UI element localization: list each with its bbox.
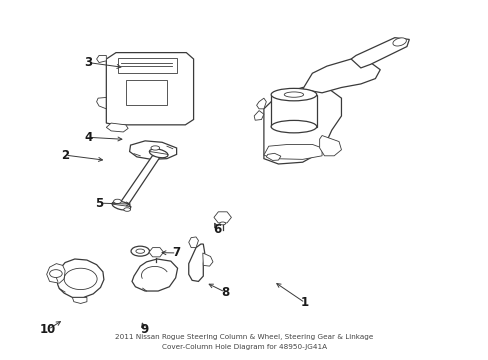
Bar [125,80,166,105]
Ellipse shape [149,149,168,158]
Ellipse shape [112,201,130,210]
Polygon shape [106,123,128,132]
Polygon shape [188,244,204,282]
Text: Cover-Column Hole Diagram for 48950-JG41A: Cover-Column Hole Diagram for 48950-JG41… [162,344,326,350]
Ellipse shape [123,208,130,211]
Polygon shape [319,135,341,156]
Ellipse shape [131,246,149,256]
Bar [118,58,176,73]
Polygon shape [264,144,322,159]
Polygon shape [254,111,264,120]
Text: 7: 7 [172,247,181,260]
Polygon shape [106,53,193,125]
Text: 9: 9 [140,323,148,336]
Text: 5: 5 [95,197,103,210]
Polygon shape [302,59,380,93]
Text: 6: 6 [213,223,222,236]
Polygon shape [46,264,65,283]
Polygon shape [129,141,176,159]
Polygon shape [132,259,177,291]
Polygon shape [266,153,280,161]
Text: 1: 1 [301,296,308,309]
Ellipse shape [113,199,121,203]
Ellipse shape [271,120,316,133]
Text: 8: 8 [221,285,229,298]
Bar [271,95,317,127]
Polygon shape [97,55,106,63]
Ellipse shape [271,88,316,101]
Ellipse shape [151,146,159,150]
Polygon shape [72,297,87,303]
Text: 4: 4 [84,131,92,144]
Polygon shape [203,253,213,266]
Polygon shape [350,38,408,68]
Text: 2011 Nissan Rogue Steering Column & Wheel, Steering Gear & Linkage: 2011 Nissan Rogue Steering Column & Whee… [115,334,373,340]
Polygon shape [264,87,341,164]
Polygon shape [117,154,162,207]
Polygon shape [56,259,103,297]
Ellipse shape [219,222,225,225]
Text: 3: 3 [84,56,92,69]
Polygon shape [188,237,198,248]
Text: 10: 10 [40,323,56,336]
Ellipse shape [392,38,406,46]
Polygon shape [256,98,266,109]
Text: 2: 2 [61,149,69,162]
